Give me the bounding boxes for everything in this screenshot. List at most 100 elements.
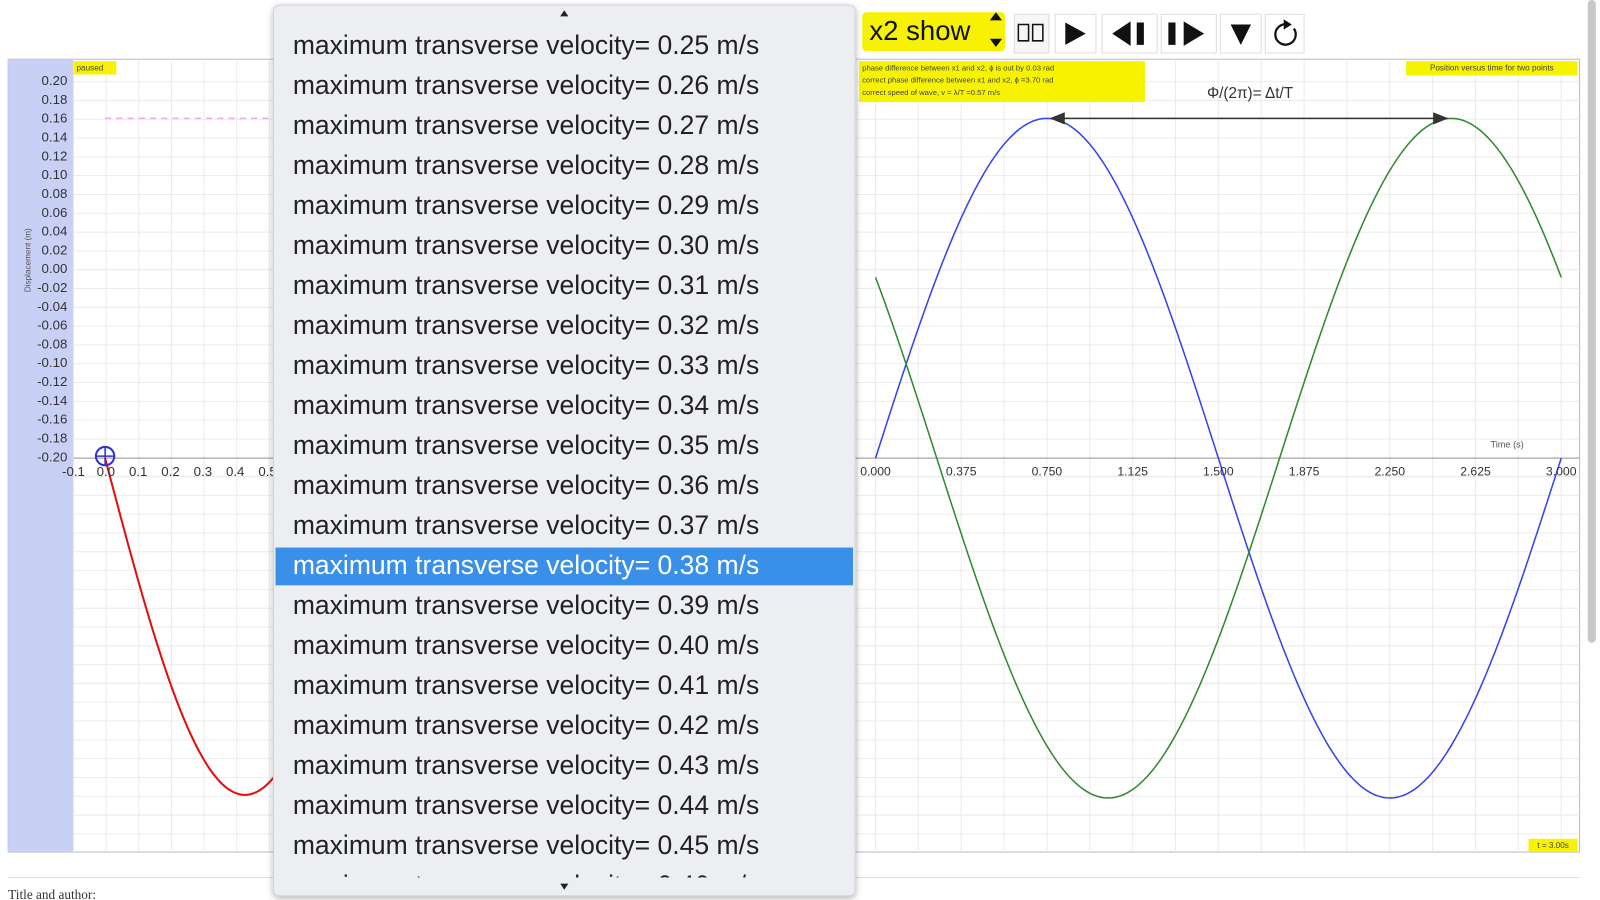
- option-label[interactable]: maximum transverse velocity= 0.33 m/s: [293, 350, 759, 380]
- y-tick-label: -0.02: [37, 280, 67, 295]
- scroll-down[interactable]: [560, 883, 569, 890]
- y-tick-label: -0.12: [37, 374, 67, 389]
- option-label[interactable]: maximum transverse velocity= 0.26 m/s: [293, 70, 759, 100]
- option-label[interactable]: maximum transverse velocity= 0.35 m/s: [293, 430, 759, 460]
- y-tick-label: -0.06: [37, 318, 67, 333]
- option[interactable]: maximum transverse velocity= 0.38 m/s: [275, 547, 854, 586]
- x1-trace: [874, 117, 1562, 799]
- y-tick-label: 0.16: [42, 111, 68, 126]
- footer-label: Title and author:: [8, 887, 96, 900]
- option-label[interactable]: maximum transverse velocity= 0.27 m/s: [293, 110, 759, 140]
- y-tick-label: -0.18: [37, 430, 67, 445]
- toolbar-icons: [1013, 13, 1305, 54]
- option[interactable]: maximum transverse velocity= 0.40 m/s: [293, 630, 759, 660]
- x-tick-label: 0.2: [161, 464, 179, 479]
- option[interactable]: maximum transverse velocity= 0.25 m/s: [293, 30, 759, 60]
- option[interactable]: maximum transverse velocity= 0.33 m/s: [293, 350, 759, 380]
- note: correct phase difference between x1 and …: [862, 76, 1053, 85]
- note: phase difference between x1 and x2, ϕ is…: [862, 63, 1054, 72]
- select-value[interactable]: x2 show: [869, 15, 970, 46]
- reset-icon: [1274, 23, 1297, 46]
- option-label[interactable]: maximum transverse velocity= 0.42 m/s: [293, 710, 759, 740]
- x-tick-label: 1.500: [1203, 465, 1234, 479]
- reset-arrow: [1283, 19, 1292, 30]
- x-axis-title: Time (s): [1490, 439, 1523, 449]
- option-label[interactable]: maximum transverse velocity= 0.41 m/s: [293, 670, 759, 700]
- option-label[interactable]: maximum transverse velocity= 0.32 m/s: [293, 310, 759, 340]
- option[interactable]: maximum transverse velocity= 0.41 m/s: [293, 670, 759, 700]
- x-tick-label: 0.1: [129, 464, 147, 479]
- wave-shape: [104, 457, 282, 796]
- option-label[interactable]: maximum transverse velocity= 0.29 m/s: [293, 190, 759, 220]
- option[interactable]: maximum transverse velocity= 0.31 m/s: [293, 270, 759, 300]
- y-tick-label: -0.08: [37, 336, 67, 351]
- option-label[interactable]: maximum transverse velocity= 0.46 m/s: [293, 870, 759, 900]
- menu-icon: [1230, 24, 1252, 45]
- option[interactable]: maximum transverse velocity= 0.36 m/s: [293, 470, 759, 500]
- option-label[interactable]: maximum transverse velocity= 0.31 m/s: [293, 270, 759, 300]
- y-tick-label: -0.16: [37, 412, 67, 427]
- option-label[interactable]: maximum transverse velocity= 0.28 m/s: [293, 150, 759, 180]
- y-tick-label: -0.04: [37, 299, 67, 314]
- title-badge: [1406, 61, 1578, 76]
- x-tick-label: 3.000: [1546, 465, 1577, 479]
- y-tick-label: 0.02: [42, 242, 68, 257]
- option[interactable]: maximum transverse velocity= 0.39 m/s: [293, 590, 759, 620]
- scrollbar[interactable]: [1587, 0, 1596, 643]
- option-label[interactable]: maximum transverse velocity= 0.37 m/s: [293, 510, 759, 540]
- status: paused: [77, 64, 104, 73]
- x-tick-label: 0.375: [946, 465, 977, 479]
- y-tick-label: 0.04: [42, 224, 68, 239]
- time-badge: [1528, 838, 1578, 853]
- notes-box: [859, 61, 1145, 103]
- x-tick-label: 0.4: [226, 464, 244, 479]
- option[interactable]: maximum transverse velocity= 0.32 m/s: [293, 310, 759, 340]
- option[interactable]: maximum transverse velocity= 0.26 m/s: [293, 70, 759, 100]
- option[interactable]: maximum transverse velocity= 0.43 m/s: [293, 750, 759, 780]
- option-label[interactable]: maximum transverse velocity= 0.45 m/s: [293, 830, 759, 860]
- option[interactable]: maximum transverse velocity= 0.35 m/s: [293, 430, 759, 460]
- option[interactable]: maximum transverse velocity= 0.30 m/s: [293, 230, 759, 260]
- y-tick-label: 0.18: [42, 92, 68, 107]
- dropdown[interactable]: maximum transverse velocity= 0.25 m/s max…: [272, 4, 856, 900]
- option[interactable]: maximum transverse velocity= 0.45 m/s: [293, 830, 759, 860]
- y-axis-title: Displacement (m): [24, 228, 33, 292]
- option-label[interactable]: maximum transverse velocity= 0.34 m/s: [293, 390, 759, 420]
- option-label[interactable]: maximum transverse velocity= 0.38 m/s: [293, 550, 759, 580]
- option[interactable]: maximum transverse velocity= 0.44 m/s: [293, 790, 759, 820]
- option-label[interactable]: maximum transverse velocity= 0.25 m/s: [293, 30, 759, 60]
- x-tick-label: 0.000: [860, 465, 891, 479]
- option-label[interactable]: maximum transverse velocity= 0.36 m/s: [293, 470, 759, 500]
- step-back-button[interactable]: [1101, 13, 1158, 54]
- option-label[interactable]: maximum transverse velocity= 0.40 m/s: [293, 630, 759, 660]
- option-label[interactable]: maximum transverse velocity= 0.43 m/s: [293, 750, 759, 780]
- y-tick-label: 0.14: [42, 130, 68, 145]
- option[interactable]: maximum transverse velocity= 0.28 m/s: [293, 150, 759, 180]
- x-tick-label: 2.625: [1460, 465, 1491, 479]
- book-button[interactable]: [1013, 13, 1050, 54]
- y-tick-label: -0.10: [37, 355, 67, 370]
- x-tick-label: 0.5: [258, 464, 276, 479]
- option[interactable]: maximum transverse velocity= 0.29 m/s: [293, 190, 759, 220]
- y-tick-label: 0.10: [42, 167, 68, 182]
- option[interactable]: maximum transverse velocity= 0.37 m/s: [293, 510, 759, 540]
- y-tick-label: 0.20: [42, 73, 68, 88]
- option[interactable]: maximum transverse velocity= 0.27 m/s: [293, 110, 759, 140]
- y-tick-label: -0.20: [37, 449, 67, 464]
- x-tick-label: 2.250: [1374, 465, 1405, 479]
- option[interactable]: maximum transverse velocity= 0.42 m/s: [293, 710, 759, 740]
- step-forward-icon: [1168, 21, 1205, 46]
- x-tick-label: 1.875: [1289, 465, 1320, 479]
- option-label[interactable]: maximum transverse velocity= 0.44 m/s: [293, 790, 759, 820]
- scroll-up[interactable]: [560, 10, 569, 17]
- option-label[interactable]: maximum transverse velocity= 0.39 m/s: [293, 590, 759, 620]
- option[interactable]: maximum transverse velocity= 0.34 m/s: [293, 390, 759, 420]
- select-box[interactable]: [862, 12, 1006, 52]
- y-tick-label: 0.12: [42, 148, 68, 163]
- option-label[interactable]: maximum transverse velocity= 0.30 m/s: [293, 230, 759, 260]
- option[interactable]: maximum transverse velocity= 0.46 m/s: [293, 870, 759, 900]
- x-tick-label: 1.125: [1117, 465, 1148, 479]
- y-tick-label: 0.06: [42, 205, 68, 220]
- status-badge: [73, 61, 117, 75]
